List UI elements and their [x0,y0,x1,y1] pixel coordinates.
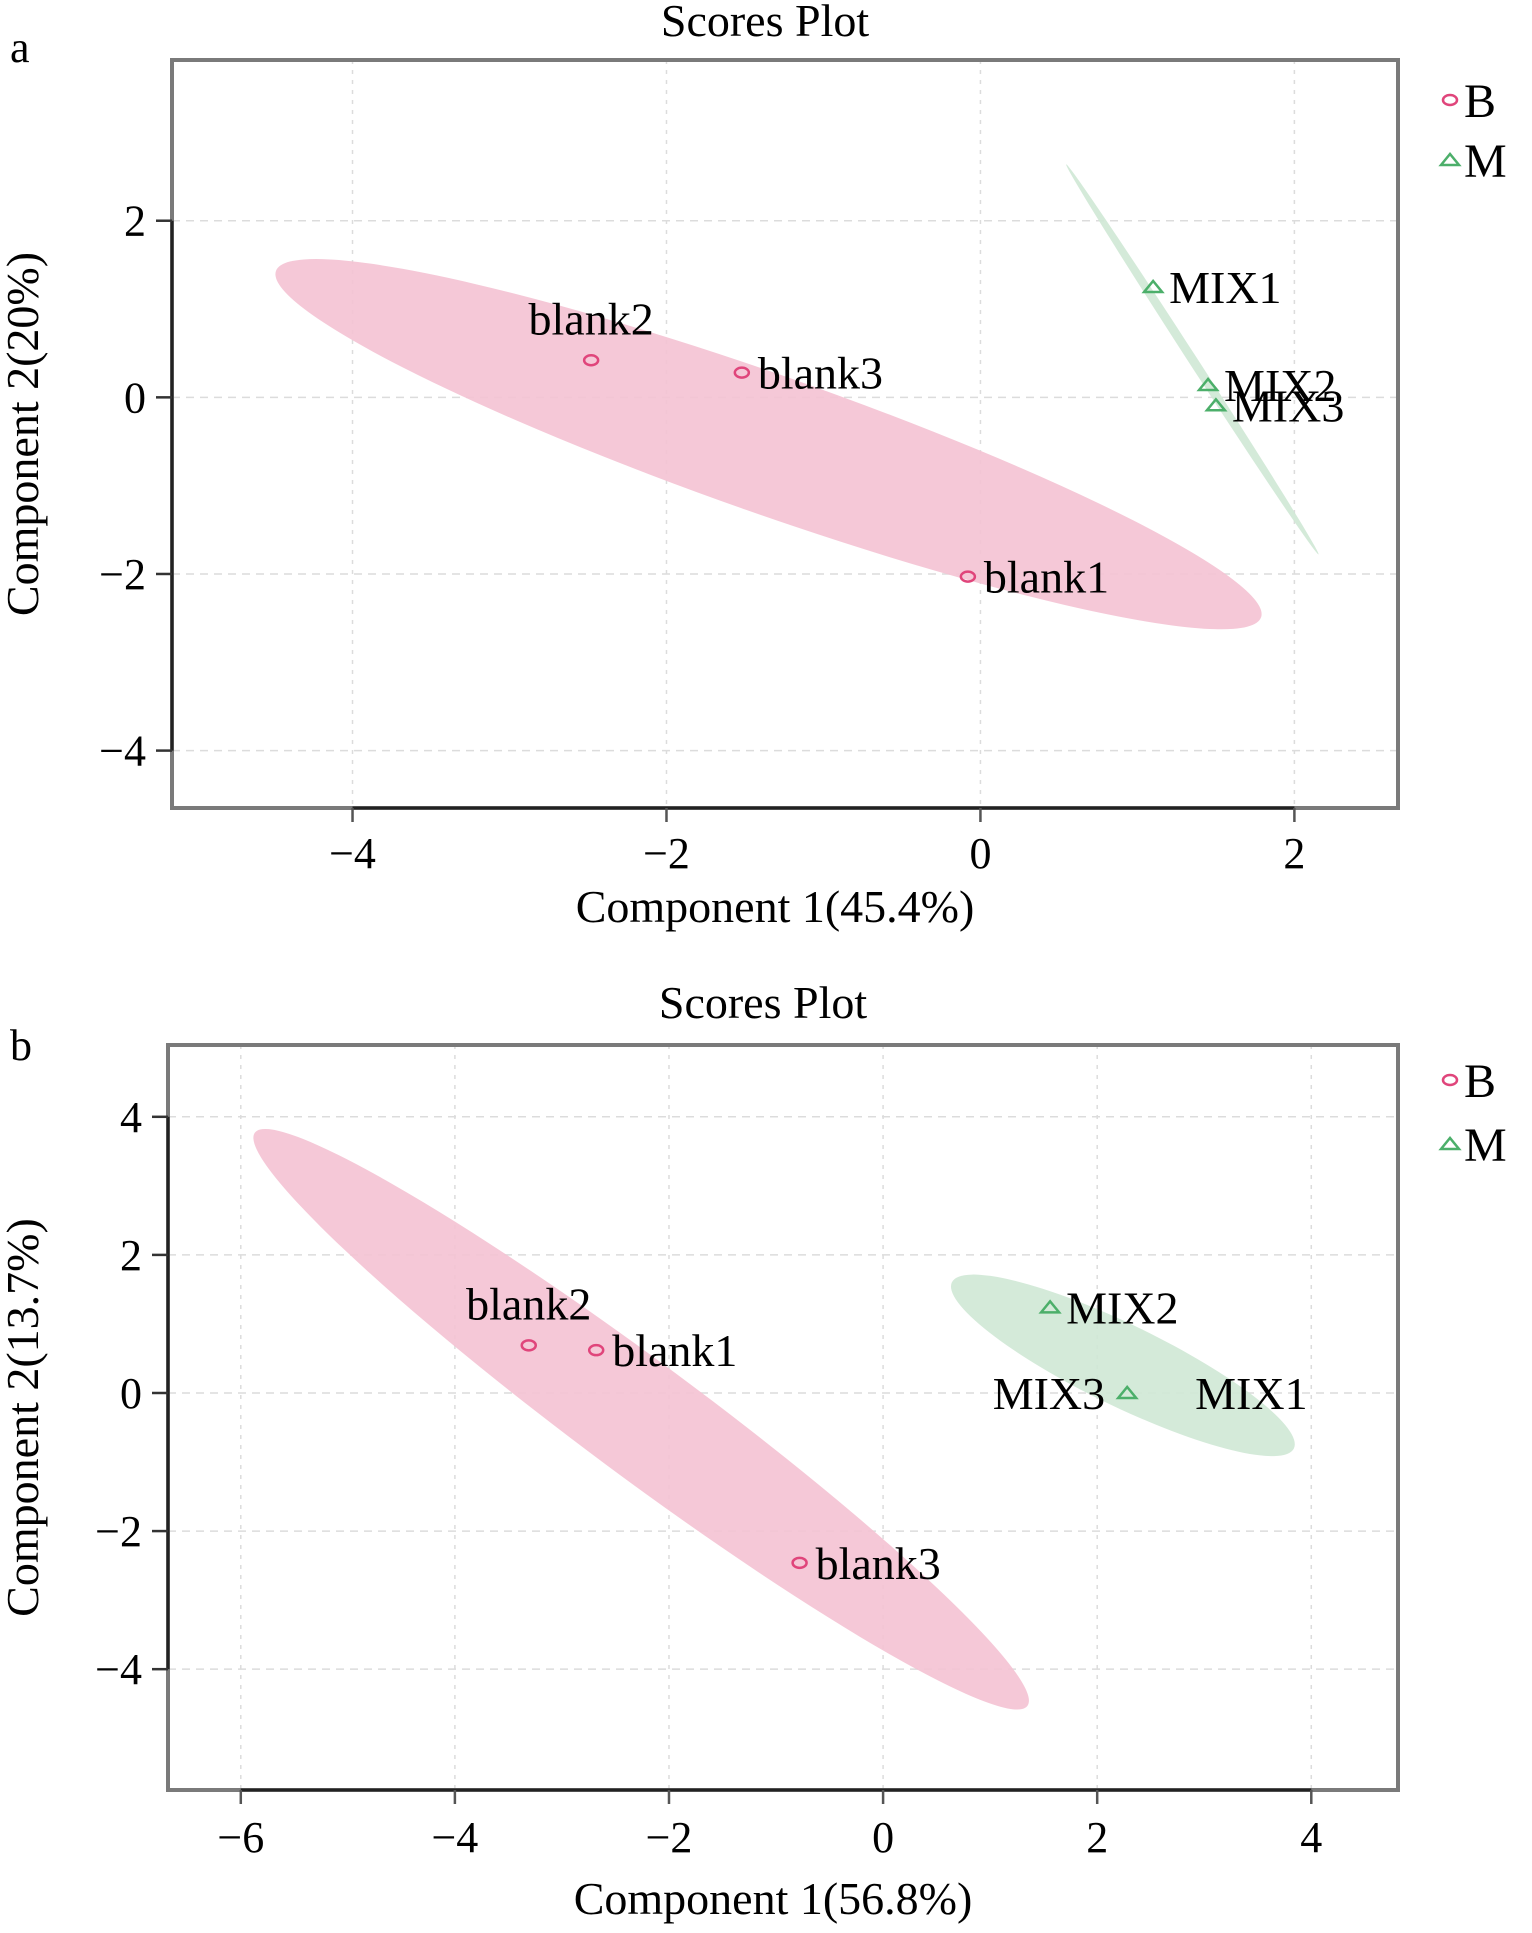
y-axis-label: Component 2(20%) [0,252,48,616]
chart-title: Scores Plot [661,0,870,46]
legend-marker-circle-icon [1441,93,1459,107]
data-point-blank2 [582,354,600,367]
point-label-blank2: blank2 [529,293,654,344]
y-tick-label: −2 [99,550,146,599]
data-point-blank1 [959,570,977,583]
data-point-MIX2 [1038,1299,1062,1314]
y-axis-label: Component 2(13.7%) [0,1218,48,1617]
x-tick-label: −6 [217,1813,264,1862]
x-tick-label: 0 [969,829,991,878]
x-tick-label: −4 [329,829,376,878]
y-tick-label: 4 [120,1093,142,1142]
panel-letter: b [10,1021,32,1070]
panel-a: a Scores Plot −4 −2 0 2 −4 −2 0 2 Component 1(45.4… [0,0,1507,932]
legend-label: M [1464,1119,1507,1172]
x-tick-label: 0 [872,1813,894,1862]
data-point-MIX2 [1196,377,1220,392]
point-label-blank1: blank1 [984,552,1109,603]
x-tick-label: 2 [1283,829,1305,878]
data-point-MIX3 [1204,397,1228,412]
confidence-ellipse-B [275,259,1262,630]
x-tick-label: −4 [431,1813,478,1862]
data-point-MIX3 [1115,1385,1139,1400]
y-tick-label: −4 [99,727,146,776]
y-tick-label: 2 [120,1231,142,1280]
data-point-blank3 [733,366,751,379]
x-tick-label: −2 [643,829,690,878]
x-axis-label: Component 1(45.4%) [576,881,975,932]
point-label-blank3: blank3 [758,348,883,399]
chart-title: Scores Plot [659,977,868,1028]
legend-marker-triangle-icon [1438,1136,1462,1151]
point-label-MIX1: MIX1 [1195,1368,1307,1419]
legend-marker-circle-icon [1441,1073,1459,1087]
x-tick-label: 2 [1086,1813,1108,1862]
y-tick-label: 0 [120,1369,142,1418]
legend: BM [1438,1055,1507,1172]
legend-label: B [1464,75,1496,128]
point-label-MIX1: MIX1 [1169,262,1281,313]
panel-b: b Scores Plot −6 −4 −2 0 2 4 −4 −2 0 2 4 Component 1(… [0,977,1507,1924]
x-axis-label: Component 1(56.8%) [574,1873,973,1924]
point-label-MIX2: MIX2 [1066,1282,1178,1333]
y-tick-label: −2 [95,1507,142,1556]
legend: BM [1438,75,1507,188]
legend-marker-triangle-icon [1438,152,1462,167]
point-label-blank1: blank1 [612,1325,737,1376]
data-point-blank2 [520,1339,538,1352]
legend-label: M [1464,135,1507,188]
x-tick-label: −2 [646,1813,693,1862]
y-tick-label: 0 [124,373,146,422]
data-point-MIX1 [1141,278,1165,294]
data-point-blank1 [587,1343,605,1357]
point-label-blank3: blank3 [816,1538,941,1589]
point-label-MIX3: MIX3 [1232,380,1344,431]
point-label-MIX3: MIX3 [993,1368,1105,1419]
confidence-ellipse-B [253,1128,1029,1710]
x-tick-label: 4 [1300,1813,1322,1862]
y-tick-label: 2 [124,197,146,246]
panel-letter: a [10,23,30,72]
point-label-MIX2: MIX2 [1224,360,1336,411]
data-point-blank3 [791,1556,808,1570]
confidence-ellipse-M [950,1274,1295,1457]
confidence-ellipse-M [1066,164,1319,555]
point-label-blank2: blank2 [466,1278,591,1329]
legend-label: B [1464,1055,1496,1108]
y-tick-label: −4 [95,1645,142,1694]
